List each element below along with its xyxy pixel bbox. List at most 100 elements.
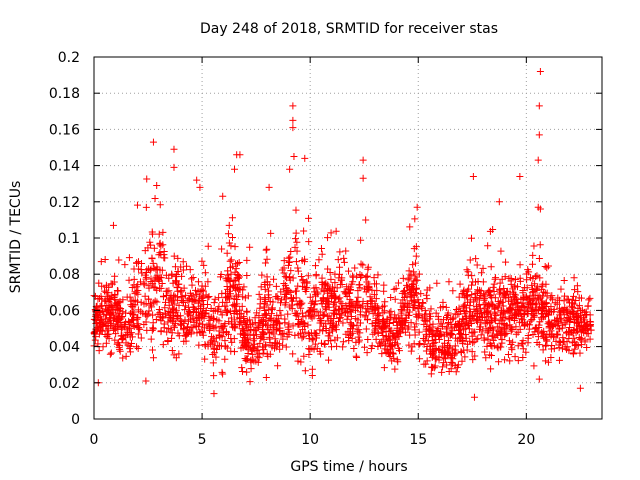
data-point <box>562 329 570 337</box>
data-point <box>311 340 319 348</box>
data-point <box>494 344 502 352</box>
data-point <box>149 325 157 333</box>
data-point <box>147 278 155 286</box>
data-point <box>182 302 190 310</box>
data-point <box>401 287 408 295</box>
data-point <box>281 281 289 289</box>
data-point <box>310 301 318 309</box>
data-point <box>380 287 388 295</box>
data-point <box>232 276 240 284</box>
data-point <box>542 341 550 349</box>
data-point <box>250 326 258 334</box>
data-point <box>179 258 187 266</box>
data-point <box>238 368 246 376</box>
data-point <box>126 333 134 341</box>
data-point <box>519 299 527 307</box>
data-point <box>583 344 591 352</box>
data-point <box>573 320 581 328</box>
data-points <box>90 67 595 401</box>
data-point <box>304 321 312 329</box>
data-point <box>227 270 235 278</box>
data-point <box>255 290 263 298</box>
data-point <box>130 265 138 273</box>
data-point <box>324 337 332 345</box>
data-point <box>235 273 243 281</box>
data-point <box>366 293 374 301</box>
data-point <box>317 245 325 253</box>
data-point <box>555 325 563 333</box>
data-point <box>452 368 460 376</box>
data-point <box>465 285 473 293</box>
data-point <box>122 352 130 360</box>
data-point <box>535 295 543 303</box>
data-point <box>282 295 290 303</box>
data-point <box>239 330 247 338</box>
y-tick-label: 0.14 <box>49 159 80 175</box>
data-point <box>173 277 181 285</box>
data-point <box>544 358 552 366</box>
data-point <box>336 314 344 322</box>
data-point <box>177 263 185 271</box>
data-point <box>509 288 517 296</box>
data-point <box>427 305 435 313</box>
data-point <box>516 172 524 180</box>
data-point <box>416 355 424 363</box>
data-point <box>501 292 509 300</box>
data-point <box>169 304 177 312</box>
data-point <box>336 280 344 288</box>
data-point <box>511 353 519 361</box>
data-point <box>443 323 451 331</box>
data-point <box>392 314 400 322</box>
data-point <box>543 264 551 272</box>
data-point <box>332 227 340 235</box>
data-point <box>204 294 212 302</box>
data-point <box>151 297 159 305</box>
data-point <box>523 293 531 301</box>
data-point <box>339 343 347 351</box>
data-point <box>365 282 373 290</box>
data-point <box>518 340 526 348</box>
data-point <box>280 280 288 288</box>
data-point <box>294 310 302 318</box>
data-point <box>133 283 141 291</box>
data-point <box>127 297 135 305</box>
data-point <box>227 256 235 264</box>
data-point <box>472 255 480 263</box>
data-point <box>442 328 450 336</box>
data-point <box>421 317 429 325</box>
data-point <box>292 287 300 295</box>
data-point <box>193 176 201 184</box>
data-point <box>497 247 505 255</box>
data-point <box>349 273 357 281</box>
data-point <box>522 348 530 356</box>
data-point <box>136 325 144 333</box>
data-point <box>257 334 265 342</box>
data-point <box>391 295 399 303</box>
data-point <box>385 309 393 317</box>
data-point <box>102 339 110 347</box>
data-point <box>364 265 372 273</box>
data-point <box>371 326 379 334</box>
data-point <box>468 348 476 356</box>
data-point <box>122 331 130 339</box>
data-point <box>309 298 317 306</box>
data-point <box>195 341 203 349</box>
data-point <box>385 350 393 358</box>
data-point <box>374 271 382 279</box>
data-point <box>486 286 494 294</box>
data-point <box>538 310 546 318</box>
data-point <box>229 301 237 309</box>
data-point <box>497 327 505 335</box>
data-point <box>239 293 247 301</box>
data-point <box>528 281 536 289</box>
data-point <box>349 278 357 286</box>
data-point <box>420 320 428 328</box>
data-point <box>292 258 300 266</box>
data-point <box>414 304 422 312</box>
data-point <box>267 314 275 322</box>
data-point <box>297 273 305 281</box>
data-point <box>328 283 336 291</box>
data-point <box>117 305 125 313</box>
data-point <box>138 260 146 268</box>
